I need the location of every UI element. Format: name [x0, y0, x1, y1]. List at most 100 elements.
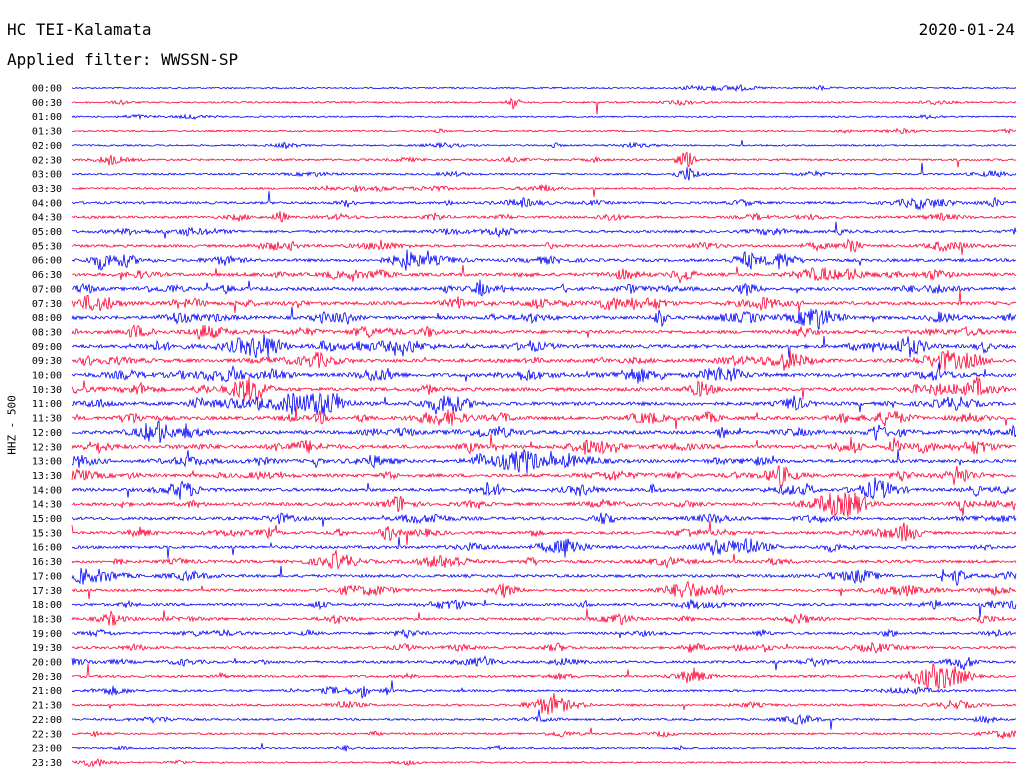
- row-tick-label: 15:00: [32, 514, 62, 525]
- row-tick-label: 18:00: [32, 600, 62, 611]
- row-tick-label: 04:00: [32, 198, 62, 209]
- trace-line: [71, 693, 1017, 715]
- row-tick-label: 21:00: [32, 686, 62, 697]
- trace-line: [71, 520, 1017, 546]
- trace-line: [71, 406, 1017, 430]
- row-tick-label: 11:00: [32, 399, 62, 410]
- row-tick-label: 13:00: [32, 457, 62, 468]
- trace-line: [71, 565, 1017, 587]
- row-tick-label: 23:30: [32, 758, 62, 769]
- trace-line: [72, 140, 1017, 150]
- trace-line: [71, 492, 1017, 517]
- trace-line: [71, 151, 1017, 168]
- filter-label: Applied filter: WWSSN-SP: [7, 50, 239, 69]
- trace-line: [71, 264, 1017, 284]
- trace-line: [71, 306, 1017, 330]
- row-tick-label: 23:00: [32, 744, 62, 755]
- row-tick-label: 05:30: [32, 241, 62, 252]
- trace-line: [71, 362, 1017, 384]
- trace-line: [71, 536, 1017, 559]
- trace-line: [71, 127, 1017, 135]
- row-tick-label: 10:30: [32, 385, 62, 396]
- trace-line: [71, 419, 1017, 443]
- trace-line: [71, 641, 1017, 654]
- trace-line: [71, 249, 1017, 271]
- station-title: HC TEI-Kalamata: [7, 20, 152, 39]
- row-tick-label: 18:30: [32, 614, 62, 625]
- trace-line: [71, 183, 1017, 197]
- trace-line: [72, 392, 1017, 417]
- date-label: 2020-01-24: [918, 20, 1015, 39]
- row-tick-label: 12:00: [32, 428, 62, 439]
- trace-line: [71, 97, 1017, 115]
- trace-line: [71, 758, 1016, 768]
- trace-line: [71, 709, 1017, 730]
- row-tick-label: 20:00: [32, 658, 62, 669]
- row-tick-label: 03:30: [32, 184, 62, 195]
- row-tick-label: 07:00: [32, 284, 62, 295]
- trace-line: [71, 662, 1017, 690]
- row-tick-label: 19:00: [32, 629, 62, 640]
- row-tick-label: 21:30: [32, 701, 62, 712]
- trace-line: [71, 599, 1017, 618]
- row-tick-label: 22:00: [32, 715, 62, 726]
- row-tick-label: 05:00: [32, 227, 62, 238]
- row-tick-label: 14:00: [32, 485, 62, 496]
- trace-line: [71, 680, 1017, 699]
- trace-line: [71, 743, 1017, 752]
- row-tick-label: 11:30: [32, 414, 62, 425]
- row-tick-label: 00:00: [32, 84, 62, 95]
- trace-line: [71, 434, 1017, 455]
- row-tick-label: 01:30: [32, 127, 62, 138]
- row-tick-label: 15:30: [32, 528, 62, 539]
- trace-line: [71, 727, 1017, 739]
- row-tick-label: 03:00: [32, 170, 62, 181]
- trace-line: [71, 211, 1017, 223]
- trace-line: [71, 113, 1017, 121]
- trace-line: [71, 162, 1017, 181]
- row-tick-label: 06:30: [32, 270, 62, 281]
- trace-line: [71, 477, 1017, 501]
- row-tick-label: 08:00: [32, 313, 62, 324]
- row-tick-label: 10:00: [32, 371, 62, 382]
- trace-line: [71, 221, 1017, 239]
- row-tick-label: 19:30: [32, 643, 62, 654]
- trace-line: [71, 628, 1017, 640]
- row-tick-label: 20:30: [32, 672, 62, 683]
- row-tick-label: 16:00: [32, 543, 62, 554]
- trace-line: [71, 290, 1017, 313]
- row-tick-label: 17:00: [32, 571, 62, 582]
- trace-line: [72, 449, 1017, 474]
- trace-line: [71, 83, 1017, 93]
- row-tick-label: 07:30: [32, 299, 62, 310]
- trace-line: [71, 512, 1017, 527]
- trace-line: [71, 191, 1017, 211]
- row-tick-label: 17:30: [32, 586, 62, 597]
- trace-line: [71, 550, 1017, 570]
- row-tick-label: 08:30: [32, 327, 62, 338]
- row-tick-label: 00:30: [32, 98, 62, 109]
- trace-line: [71, 238, 1017, 255]
- row-tick-label: 02:00: [32, 141, 62, 152]
- row-tick-label: 13:30: [32, 471, 62, 482]
- row-tick-label: 22:30: [32, 729, 62, 740]
- row-tick-label: 16:30: [32, 557, 62, 568]
- row-tick-label: 04:30: [32, 213, 62, 224]
- trace-line: [71, 376, 1017, 402]
- row-tick-label: 01:00: [32, 112, 62, 123]
- trace-line: [71, 655, 1017, 671]
- trace-line: [71, 580, 1017, 599]
- trace-line: [71, 279, 1017, 297]
- trace-line: [71, 465, 1017, 487]
- trace-line: [71, 608, 1017, 626]
- trace-line: [71, 334, 1017, 359]
- row-tick-label: 09:30: [32, 356, 62, 367]
- row-tick-label: 02:30: [32, 155, 62, 166]
- trace-line: [71, 348, 1017, 371]
- row-tick-label: 06:00: [32, 256, 62, 267]
- row-tick-label: 09:00: [32, 342, 62, 353]
- row-tick-label: 12:30: [32, 442, 62, 453]
- row-tick-label: 14:30: [32, 500, 62, 511]
- trace-line: [71, 324, 1017, 341]
